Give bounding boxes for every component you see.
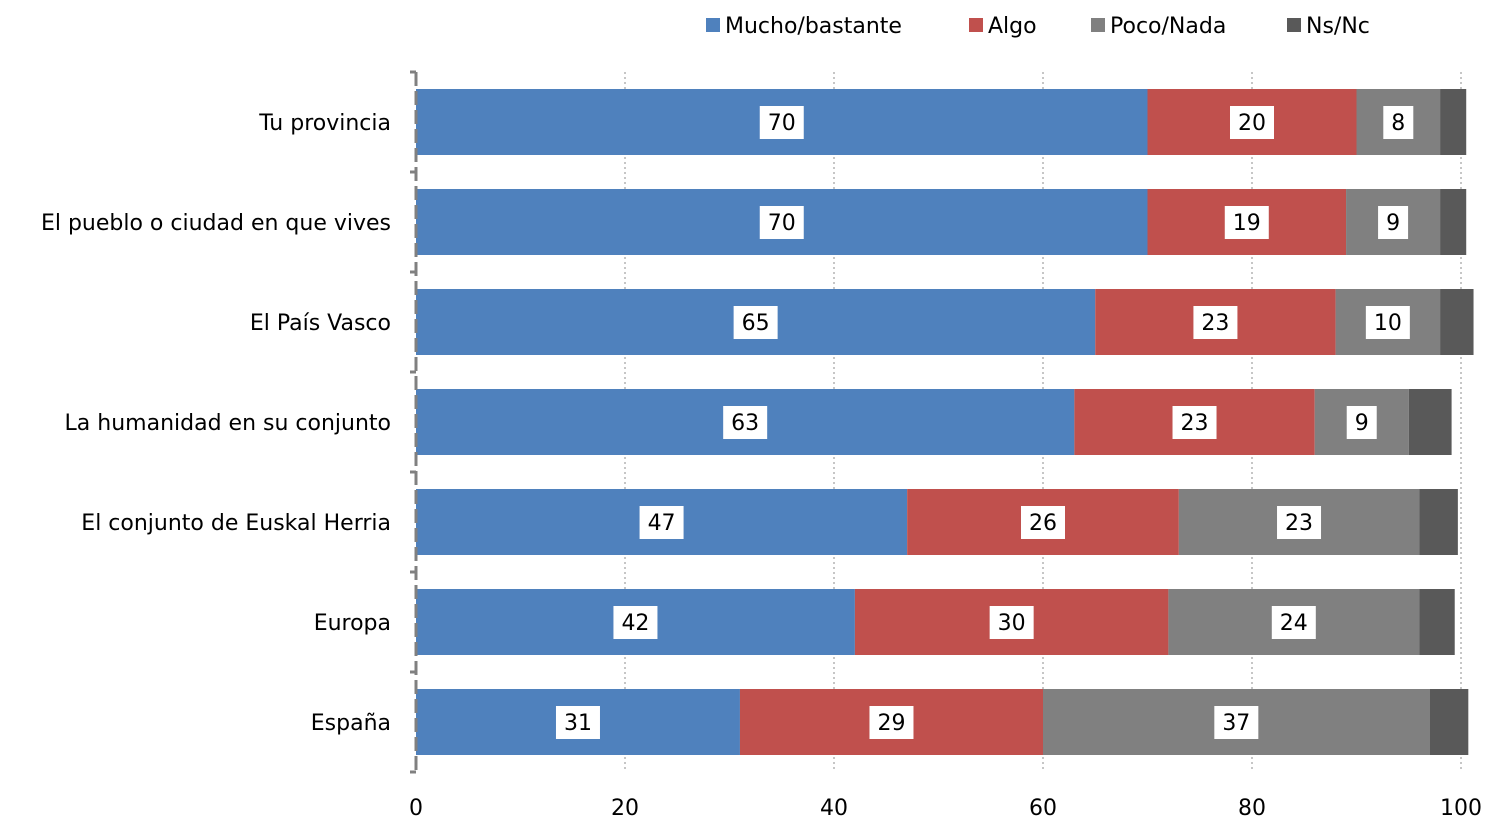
category-label-la-humanidad-en-su-conjunto: La humanidad en su conjunto [65,411,391,436]
data-label-poco-nada-el-pais-vasco: 10 [1374,311,1402,336]
data-label-poco-nada-tu-provincia: 8 [1391,111,1405,136]
legend-swatch-mucho-bastante [706,18,720,32]
data-label-algo-europa: 30 [998,611,1026,636]
data-label-box-poco-nada-la-humanidad-en-su-conjunto [1346,406,1377,439]
bar-ns-nc-europa [1419,589,1455,655]
data-label-box-mucho-bastante-espana [555,706,600,739]
data-label-box-mucho-bastante-tu-provincia [759,106,804,139]
data-label-box-algo-espana [869,706,914,739]
data-label-box-mucho-bastante-el-pueblo-o-ciudad-en-que-vives [759,206,804,239]
x-tick-label-0: 0 [409,796,423,818]
data-label-poco-nada-espana: 37 [1222,711,1250,736]
data-label-box-poco-nada-tu-provincia [1383,106,1414,139]
data-label-poco-nada-europa: 24 [1280,611,1308,636]
data-label-box-poco-nada-el-pueblo-o-ciudad-en-que-vives [1378,206,1409,239]
legend-label-poco-nada: Poco/Nada [1110,14,1226,39]
bar-ns-nc-tu-provincia [1440,89,1467,155]
data-label-box-algo-el-pais-vasco [1193,306,1238,339]
category-label-espana: España [311,711,391,736]
legend-swatch-algo [969,18,983,32]
data-label-box-mucho-bastante-europa [613,606,658,639]
legend-label-mucho-bastante: Mucho/bastante [725,14,902,39]
data-label-mucho-bastante-europa: 42 [621,611,649,636]
data-label-box-algo-el-conjunto-de-euskal-herria [1021,506,1065,539]
legend: Mucho/bastante Algo Poco/Nada Ns/Nc [706,14,1370,39]
category-label-tu-provincia: Tu provincia [258,111,391,136]
data-label-algo-el-pais-vasco: 23 [1201,311,1229,336]
data-label-poco-nada-el-pueblo-o-ciudad-en-que-vives: 9 [1386,211,1400,236]
x-tick-label-80: 80 [1238,796,1266,818]
data-label-box-mucho-bastante-el-pais-vasco [733,306,778,339]
data-label-algo-el-pueblo-o-ciudad-en-que-vives: 19 [1233,211,1261,236]
bar-ns-nc-el-pais-vasco [1440,289,1474,355]
category-label-el-pais-vasco: El País Vasco [250,311,391,336]
data-label-mucho-bastante-el-conjunto-de-euskal-herria: 47 [648,511,676,536]
data-label-box-poco-nada-el-pais-vasco [1365,306,1410,339]
category-label-europa: Europa [314,611,391,636]
data-label-algo-la-humanidad-en-su-conjunto: 23 [1181,411,1209,436]
data-label-box-algo-la-humanidad-en-su-conjunto [1172,406,1217,439]
data-label-poco-nada-la-humanidad-en-su-conjunto: 9 [1355,411,1369,436]
data-label-box-mucho-bastante-la-humanidad-en-su-conjunto [723,406,768,439]
bar-ns-nc-la-humanidad-en-su-conjunto [1408,389,1452,455]
data-label-algo-el-conjunto-de-euskal-herria: 26 [1029,511,1057,536]
x-tick-label-20: 20 [611,796,639,818]
data-label-mucho-bastante-el-pais-vasco: 65 [742,311,770,336]
data-label-box-poco-nada-el-conjunto-de-euskal-herria [1277,506,1322,539]
legend-swatch-ns-nc [1287,18,1301,32]
data-label-algo-tu-provincia: 20 [1238,111,1266,136]
category-label-el-pueblo-o-ciudad-en-que-vives: El pueblo o ciudad en que vives [41,211,391,236]
data-label-box-mucho-bastante-el-conjunto-de-euskal-herria [639,506,684,539]
bar-ns-nc-el-pueblo-o-ciudad-en-que-vives [1440,189,1467,255]
bar-ns-nc-espana [1429,689,1469,755]
data-label-mucho-bastante-el-pueblo-o-ciudad-en-que-vives: 70 [768,211,796,236]
bars: 70 20 8 70 19 9 65 23 10 63 23 9 47 26 23 42 30 24 31 29 37 [416,89,1474,755]
data-label-mucho-bastante-espana: 31 [564,711,592,736]
data-label-box-algo-el-pueblo-o-ciudad-en-que-vives [1224,206,1269,239]
data-label-mucho-bastante-tu-provincia: 70 [768,111,796,136]
data-label-box-poco-nada-espana [1214,706,1259,739]
legend-label-algo: Algo [988,14,1037,39]
data-label-poco-nada-el-conjunto-de-euskal-herria: 23 [1285,511,1313,536]
bar-ns-nc-el-conjunto-de-euskal-herria [1419,489,1458,555]
data-label-algo-espana: 29 [877,711,905,736]
x-tick-label-60: 60 [1029,796,1057,818]
axes: 0 20 40 60 80 100 Tu provincia El pueblo o ciud… [41,70,1482,818]
category-label-el-conjunto-de-euskal-herria: El conjunto de Euskal Herria [81,511,391,536]
data-label-box-algo-europa [989,606,1034,639]
x-tick-label-40: 40 [820,796,848,818]
legend-swatch-poco-nada [1091,18,1105,32]
data-label-box-poco-nada-europa [1271,606,1316,639]
data-label-box-algo-tu-provincia [1230,106,1274,139]
legend-label-ns-nc: Ns/Nc [1306,14,1370,39]
x-tick-label-100: 100 [1440,796,1482,818]
data-label-mucho-bastante-la-humanidad-en-su-conjunto: 63 [731,411,759,436]
